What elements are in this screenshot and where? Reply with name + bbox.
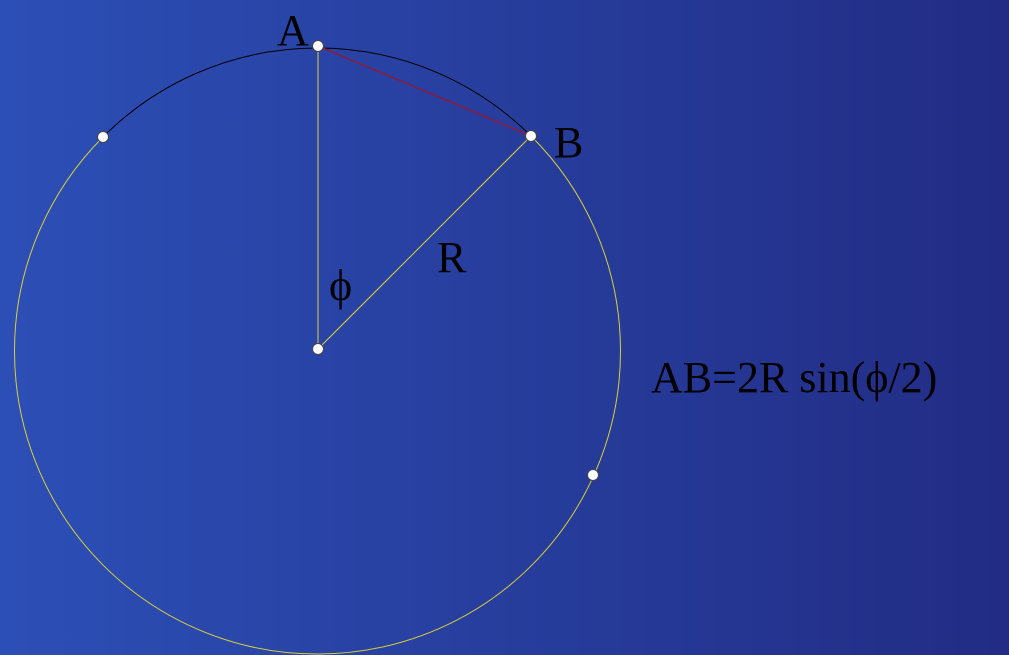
chord-ab <box>317 45 532 137</box>
radius-b <box>317 135 532 350</box>
center-point <box>312 343 324 355</box>
label-b: B <box>554 118 583 167</box>
label-r: R <box>437 233 467 282</box>
formula: AB=2R sin(ϕ/2) <box>651 353 937 402</box>
circle-arc <box>14 135 621 655</box>
point <box>97 131 109 143</box>
point-a <box>312 40 324 52</box>
point <box>587 469 599 481</box>
point-b <box>525 130 537 142</box>
label-phi: ϕ <box>329 261 352 310</box>
label-a: A <box>277 6 309 55</box>
